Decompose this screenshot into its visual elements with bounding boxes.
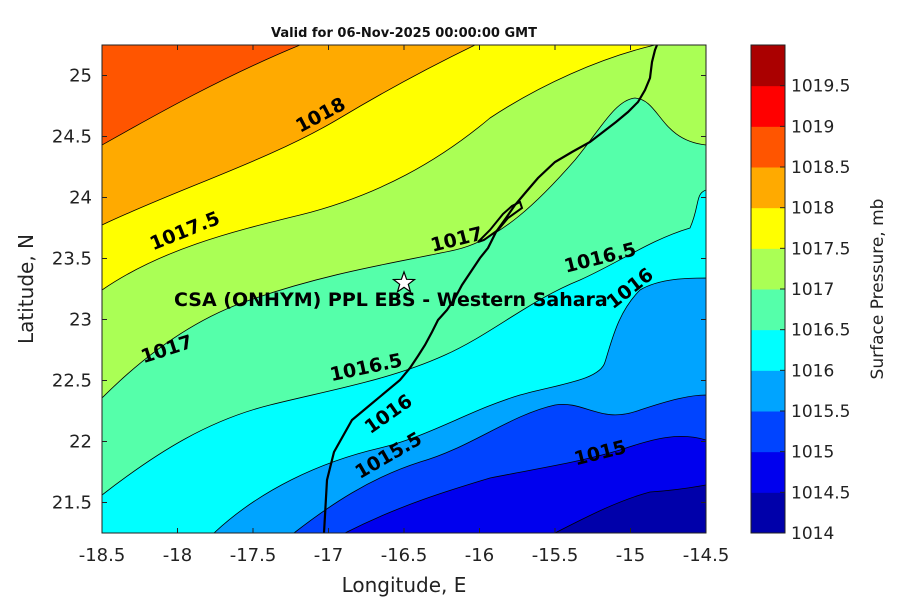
colorbar-swatch [751,492,785,534]
y-tick-label: 23 [69,310,92,331]
colorbar-tick-label: 1016.5 [791,321,850,341]
y-tick-label: 22.5 [52,371,92,392]
x-axis-ticks: -18.5 -18 -17.5 -17 -16.5 -16 -15.5 -15 -14.5 [79,45,730,566]
colorbar-swatch [751,167,785,209]
colorbar-tick-label: 1018 [791,199,834,219]
y-axis-label: Latitude, N [14,234,38,344]
x-tick-label: -15 [616,545,645,566]
colorbar-swatch [751,85,785,127]
colorbar-swatch [751,45,785,87]
colorbar-swatch [751,126,785,168]
y-axis-ticks: 21.5 22 22.5 23 23.5 24 24.5 25 [52,66,706,514]
colorbar-tick-label: 1015 [791,443,834,463]
y-tick-label: 25 [69,66,92,87]
y-tick-label: 23.5 [52,249,92,270]
colorbar-tick-label: 1017.5 [791,239,850,259]
station-marker-group: CSA (ONHYM) PPL EBS - Western Sahara [174,270,608,311]
colorbar-tick-label: 1015.5 [791,402,850,422]
y-tick-label: 24 [69,188,92,209]
x-tick-label: -17.5 [230,545,277,566]
colorbar-swatch [751,411,785,453]
x-tick-label: -16.5 [381,545,428,566]
colorbar-tick-label: 1019 [791,117,834,137]
x-tick-label: -16 [465,545,494,566]
colorbar-tick-label: 1016 [791,361,834,381]
colorbar-swatch [751,329,785,371]
coastline-islet [477,200,524,243]
colorbar-tick-label: 1019.5 [791,77,850,97]
x-tick-label: -17 [314,545,343,566]
x-tick-label: -14.5 [683,545,730,566]
colorbar-swatch [751,289,785,331]
station-label: CSA (ONHYM) PPL EBS - Western Sahara [174,289,608,311]
colorbar-swatch [751,451,785,493]
colorbar-label: Surface Pressure, mb [868,199,888,380]
colorbar-swatch [751,370,785,412]
chart-title: Valid for 06-Nov-2025 00:00:00 GMT [271,26,537,41]
colorbar-swatch [751,248,785,290]
colorbar-tick-label: 1014 [791,524,834,544]
x-tick-label: -18.5 [79,545,126,566]
colorbar-tick-label: 1017 [791,280,834,300]
pressure-field [102,45,706,533]
colorbar-swatch [751,207,785,249]
x-axis-label: Longitude, E [342,573,467,597]
colorbar: 1014 1014.5 1015 1015.5 1016 1016.5 1017 1017.5… [750,44,850,544]
y-tick-label: 21.5 [52,493,92,514]
colorbar-tick-label: 1018.5 [791,158,850,178]
station-star-icon [391,270,417,294]
coastline [322,45,659,533]
x-tick-label: -15.5 [532,545,579,566]
x-tick-label: -18 [163,545,192,566]
band-1014 [554,484,706,533]
colorbar-tick-label: 1014.5 [791,483,850,503]
y-tick-label: 22 [69,432,92,453]
y-tick-label: 24.5 [52,127,92,148]
